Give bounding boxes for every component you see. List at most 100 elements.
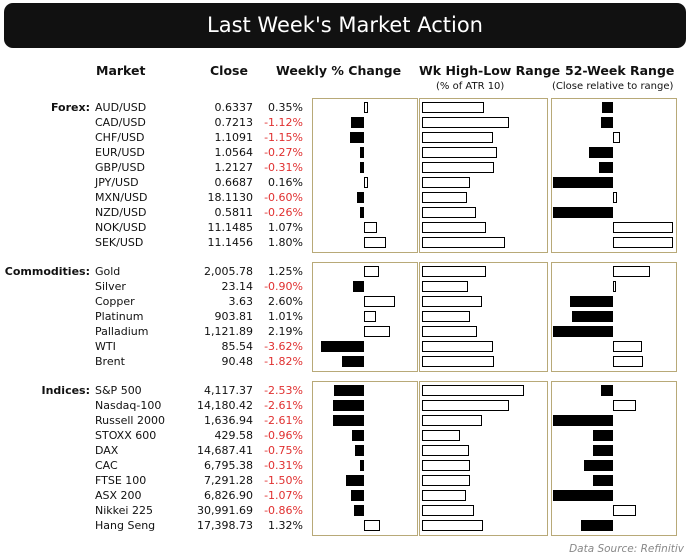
w52-bar — [601, 385, 613, 396]
close-value: 85.54 — [221, 340, 254, 353]
weekly-change-value: -0.90% — [264, 280, 303, 293]
w52-bar — [592, 445, 613, 456]
range-bar — [422, 222, 486, 233]
w52-bar — [589, 147, 613, 158]
header-52-week: 52-Week Range — [565, 63, 675, 78]
market-name: MXN/USD — [95, 191, 148, 204]
market-name: S&P 500 — [95, 384, 142, 397]
weekly-change-value: -0.75% — [264, 444, 303, 457]
close-value: 11.1485 — [207, 221, 254, 234]
market-name: JPY/USD — [95, 176, 139, 189]
market-name: Palladium — [95, 325, 149, 338]
weekly-change-panel — [312, 262, 418, 372]
weekly-change-bar — [353, 281, 364, 292]
range-bar — [422, 162, 495, 173]
weekly-change-bar — [360, 460, 364, 471]
w52-panel — [551, 98, 677, 253]
range-bar — [422, 505, 474, 516]
weekly-change-bar — [356, 192, 364, 203]
range-bar — [422, 237, 505, 248]
weekly-change-bar — [364, 177, 368, 188]
weekly-change-value: 2.60% — [268, 295, 303, 308]
weekly-change-bar — [360, 207, 364, 218]
market-name: Platinum — [95, 310, 144, 323]
market-name: Silver — [95, 280, 126, 293]
range-bar — [422, 266, 487, 277]
w52-bar — [613, 222, 673, 233]
weekly-change-bar — [364, 520, 380, 531]
w52-bar — [580, 520, 613, 531]
range-bar — [422, 356, 494, 367]
range-bar — [422, 296, 483, 307]
weekly-change-bar — [360, 162, 364, 173]
close-value: 1.0564 — [214, 146, 254, 159]
close-value: 1,121.89 — [204, 325, 253, 338]
range-bar — [422, 207, 477, 218]
weekly-change-bar — [360, 147, 364, 158]
header-weekly-change: Weekly % Change — [276, 63, 402, 78]
market-name: CHF/USD — [95, 131, 145, 144]
w52-bar — [613, 266, 651, 277]
weekly-change-value: 1.07% — [268, 221, 303, 234]
weekly-change-value: -1.50% — [264, 474, 303, 487]
weekly-change-value: -3.62% — [264, 340, 303, 353]
w52-bar — [613, 237, 673, 248]
close-value: 0.5811 — [214, 206, 254, 219]
weekly-change-value: 1.32% — [268, 519, 303, 532]
weekly-change-value: -1.82% — [264, 355, 303, 368]
header-wk-range-sub: (% of ATR 10) — [436, 81, 505, 92]
range-bar — [422, 326, 477, 337]
range-bar — [422, 520, 483, 531]
weekly-change-value: 0.16% — [268, 176, 303, 189]
weekly-change-value: -1.12% — [264, 116, 303, 129]
header-wk-range: Wk High-Low Range — [419, 63, 561, 78]
range-bar — [422, 341, 493, 352]
w52-bar — [553, 490, 613, 501]
close-value: 1.2127 — [214, 161, 254, 174]
range-panel — [419, 381, 548, 536]
market-name: GBP/USD — [95, 161, 145, 174]
close-value: 6,826.90 — [204, 489, 253, 502]
close-value: 0.7213 — [214, 116, 254, 129]
range-bar — [422, 490, 466, 501]
close-value: 30,991.69 — [197, 504, 253, 517]
weekly-change-value: -0.27% — [264, 146, 303, 159]
w52-bar — [613, 400, 636, 411]
range-bar — [422, 311, 471, 322]
market-name: ASX 200 — [95, 489, 142, 502]
weekly-change-bar — [346, 475, 364, 486]
range-bar — [422, 475, 470, 486]
market-name: WTI — [95, 340, 116, 353]
market-name: AUD/USD — [95, 101, 147, 114]
weekly-change-bar — [332, 400, 364, 411]
market-name: Copper — [95, 295, 135, 308]
weekly-change-value: 1.80% — [268, 236, 303, 249]
w52-bar — [613, 356, 643, 367]
w52-bar — [592, 475, 613, 486]
weekly-change-bar — [332, 415, 364, 426]
weekly-change-value: 0.35% — [268, 101, 303, 114]
close-value: 0.6337 — [214, 101, 254, 114]
range-bar — [422, 117, 510, 128]
group-label: Commodities: — [4, 265, 90, 278]
range-bar — [422, 460, 471, 471]
header-market: Market — [96, 63, 146, 78]
range-panel — [419, 98, 548, 253]
w52-bar — [553, 326, 613, 337]
weekly-change-value: -0.31% — [264, 161, 303, 174]
close-value: 17,398.73 — [197, 519, 253, 532]
close-value: 18.1130 — [207, 191, 254, 204]
weekly-change-bar — [351, 490, 364, 501]
close-value: 14,687.41 — [197, 444, 253, 457]
close-value: 0.6687 — [214, 176, 254, 189]
weekly-change-bar — [364, 326, 391, 337]
w52-bar — [613, 192, 617, 203]
weekly-change-bar — [355, 445, 364, 456]
market-name: Hang Seng — [95, 519, 156, 532]
close-value: 903.81 — [214, 310, 254, 323]
weekly-change-bar — [364, 311, 377, 322]
market-name: Nasdaq-100 — [95, 399, 162, 412]
w52-bar — [602, 102, 613, 113]
weekly-change-value: -0.26% — [264, 206, 303, 219]
range-bar — [422, 445, 469, 456]
